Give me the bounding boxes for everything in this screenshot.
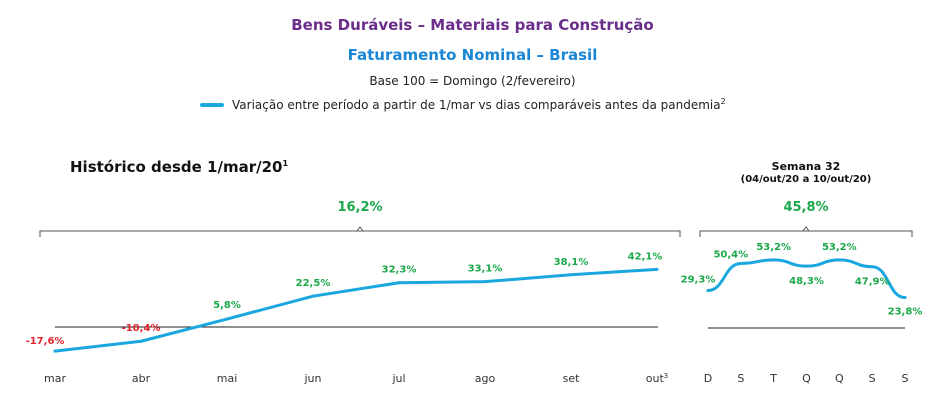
history-data-label: -10,4% (122, 323, 161, 334)
week-data-label: 53,2% (756, 242, 791, 253)
week-data-label: 23,8% (888, 307, 923, 318)
history-data-label: 32,3% (382, 265, 417, 276)
week-point (739, 261, 743, 265)
legend-swatch (200, 103, 224, 107)
week-data-label: 50,4% (713, 249, 748, 260)
week-bracket-notch (802, 226, 810, 232)
week-data-label: 47,9% (855, 277, 890, 288)
history-point (311, 294, 315, 298)
week-data-label: 29,3% (681, 274, 716, 285)
history-point (397, 281, 401, 285)
week-point (870, 265, 874, 269)
week-x-tick: T (769, 372, 777, 385)
history-point (483, 280, 487, 284)
legend: Variação entre período a partir de 1/mar… (200, 98, 726, 112)
base-note: Base 100 = Domingo (2/fevereiro) (369, 74, 576, 88)
history-data-label: -17,6% (26, 336, 65, 347)
week-point (837, 258, 841, 262)
history-title-sup: 1 (282, 159, 289, 168)
history-point (139, 339, 143, 343)
week-x-tick: S (902, 372, 909, 385)
history-x-tick: mai (217, 372, 238, 385)
week-summary: 45,8% (783, 200, 828, 215)
history-x-tick: set (563, 372, 580, 385)
history-x-tick: ago (475, 372, 496, 385)
history-x-tick: mar (44, 372, 66, 385)
week-point (706, 288, 710, 292)
history-point (53, 349, 57, 353)
history-point (225, 317, 229, 321)
legend-label: Variação entre período a partir de 1/mar… (232, 97, 726, 113)
week-bracket (699, 230, 913, 237)
week-range: (04/out/20 a 10/out/20) (740, 174, 872, 185)
week-data-label: 53,2% (822, 242, 857, 253)
history-data-label: 38,1% (554, 257, 589, 268)
week-point (903, 296, 907, 300)
history-point (655, 267, 659, 271)
history-x-tick: jun (304, 372, 322, 385)
chart-subtitle: Faturamento Nominal – Brasil (347, 46, 598, 64)
week-point (805, 264, 808, 268)
history-title: Histórico desde 1/mar/201 (70, 158, 289, 176)
week-x-tick: Q (802, 372, 811, 385)
history-x-tick: jul (391, 372, 405, 385)
week-title: Semana 32 (771, 160, 841, 173)
week-point (772, 258, 776, 262)
history-data-label: 42,1% (628, 251, 663, 262)
history-bracket-notch (356, 226, 364, 232)
history-data-label: 33,1% (468, 264, 503, 275)
history-series-line (53, 267, 659, 353)
history-x-tick: abr (132, 372, 151, 385)
week-data-label: 48,3% (789, 276, 824, 287)
week-x-tick: D (704, 372, 712, 385)
history-data-label: 22,5% (296, 278, 331, 289)
history-bracket (39, 230, 681, 237)
week-x-tick: Q (835, 372, 844, 385)
legend-sup: 2 (720, 97, 726, 106)
history-point (569, 273, 573, 277)
week-x-tick: S (737, 372, 744, 385)
history-x-tick: out3 (646, 372, 668, 385)
chart-title: Bens Duráveis – Materiais para Construçã… (291, 16, 654, 34)
history-summary: 16,2% (337, 200, 382, 215)
week-x-tick: S (869, 372, 876, 385)
history-data-label: 5,8% (213, 300, 241, 311)
